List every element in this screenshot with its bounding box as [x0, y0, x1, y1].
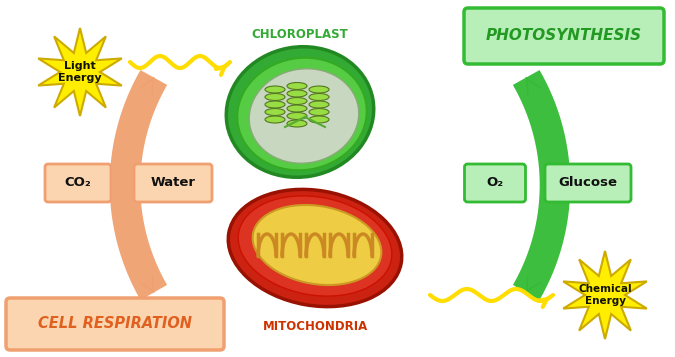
Ellipse shape — [287, 120, 307, 127]
Text: CHLOROPLAST: CHLOROPLAST — [252, 27, 348, 40]
FancyBboxPatch shape — [464, 8, 664, 64]
Ellipse shape — [237, 58, 367, 170]
Ellipse shape — [287, 112, 307, 120]
FancyBboxPatch shape — [6, 298, 224, 350]
Ellipse shape — [309, 116, 329, 123]
Ellipse shape — [287, 82, 307, 90]
Ellipse shape — [287, 97, 307, 105]
Ellipse shape — [265, 86, 285, 93]
FancyBboxPatch shape — [464, 164, 526, 202]
Ellipse shape — [287, 105, 307, 112]
Text: CO₂: CO₂ — [65, 176, 91, 190]
Ellipse shape — [265, 101, 285, 108]
Text: Chemical
Energy: Chemical Energy — [578, 284, 632, 306]
Text: Water: Water — [151, 176, 196, 190]
Ellipse shape — [309, 86, 329, 93]
Polygon shape — [38, 28, 122, 116]
FancyBboxPatch shape — [545, 164, 631, 202]
Ellipse shape — [309, 101, 329, 108]
Text: CELL RESPIRATION: CELL RESPIRATION — [38, 317, 192, 332]
Ellipse shape — [249, 69, 359, 163]
FancyBboxPatch shape — [45, 164, 111, 202]
Ellipse shape — [265, 116, 285, 123]
FancyBboxPatch shape — [134, 164, 212, 202]
Ellipse shape — [309, 109, 329, 116]
Text: O₂: O₂ — [487, 176, 504, 190]
Ellipse shape — [226, 47, 374, 177]
Ellipse shape — [228, 189, 402, 307]
Ellipse shape — [265, 109, 285, 116]
Ellipse shape — [252, 205, 381, 285]
Polygon shape — [563, 251, 647, 339]
Text: Glucose: Glucose — [558, 176, 618, 190]
Text: Light
Energy: Light Energy — [58, 61, 102, 83]
Text: MITOCHONDRIA: MITOCHONDRIA — [263, 320, 368, 332]
Ellipse shape — [309, 94, 329, 101]
Ellipse shape — [287, 90, 307, 97]
Ellipse shape — [238, 196, 392, 296]
Ellipse shape — [265, 94, 285, 101]
Text: PHOTOSYNTHESIS: PHOTOSYNTHESIS — [486, 29, 642, 44]
